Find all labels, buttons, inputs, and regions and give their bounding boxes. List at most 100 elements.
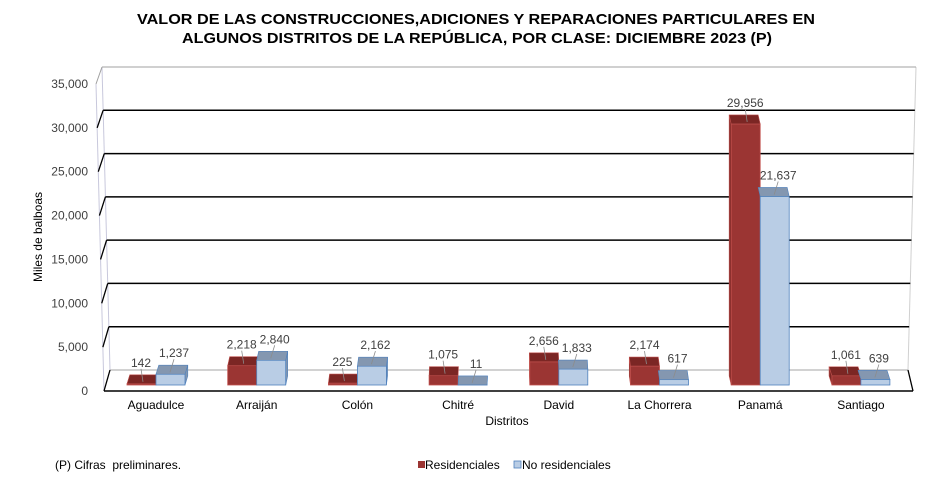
y-tick-label: 30,000 [51,121,88,135]
data-label-leader [270,345,276,359]
legend-item-residenciales: Residenciales [418,458,500,472]
bar-top-residenciales [529,352,560,363]
bar-group [227,350,289,386]
data-label-no-residenciales: 11 [470,357,483,371]
data-label-leader [342,367,345,382]
bar-no-residenciales [558,368,589,386]
data-label-leader [773,181,779,195]
data-label-no-residenciales: 1,237 [159,346,189,360]
gridline-side [95,66,103,85]
x-axis-title: Distritos [485,414,528,428]
gridline-side [102,326,110,348]
data-label-no-residenciales: 2,162 [360,338,390,352]
data-label-residenciales: 142 [131,356,151,370]
bar-group [728,114,790,386]
bar-top-no-residenciales [155,364,189,375]
y-axis-title: Miles de balboas [31,192,45,282]
bar-residenciales [831,375,862,386]
data-label-residenciales: 1,075 [428,348,458,362]
chart-title-line-2: ALGUNOS DISTRITOS DE LA REPÚBLICA, POR C… [182,29,772,47]
data-label-leader [140,368,144,382]
data-label-residenciales: 2,656 [529,334,559,348]
data-label-no-residenciales: 617 [667,352,687,366]
bar-top-no-residenciales [857,370,891,380]
gridline-side [97,153,105,172]
floor-right-edge [907,369,914,392]
x-tick-label: Arraiján [236,398,277,412]
data-label-residenciales: 2,218 [227,338,257,352]
data-label-leader [471,369,477,384]
legend: Residenciales No residenciales [418,458,611,472]
data-label-leader [543,346,547,360]
bar-group [628,356,689,386]
bar-top-residenciales [428,366,459,376]
data-label-no-residenciales: 1,833 [562,341,592,355]
footnote: (P) Cifras preliminares. [55,458,181,472]
bar-top-residenciales [628,356,660,367]
bar-residenciales [428,375,459,386]
data-label-residenciales: 225 [332,355,352,369]
bar-no-residenciales [155,373,186,386]
bar-no-residenciales [759,196,790,386]
data-label-residenciales: 29,956 [727,96,764,110]
bar-top-no-residenciales [757,187,790,197]
bar-no-residenciales [659,379,689,386]
gridline-side [99,239,108,260]
data-label-leader [442,360,446,374]
bar-top-no-residenciales [558,359,589,370]
data-label-no-residenciales: 639 [869,351,889,365]
data-label-leader [673,364,678,378]
bar-residenciales [630,365,660,386]
x-tick-label: Santiago [837,398,885,412]
y-axis-ticks: 0 5,000 10,000 15,000 20,000 25,000 30,000 35,0… [51,77,88,398]
y-tick-label: 35,000 [51,77,88,91]
bar-top-no-residenciales [657,370,689,380]
data-label-leader [874,364,880,378]
data-label-leader [572,353,578,368]
y-tick-label: 10,000 [51,296,88,310]
data-label-residenciales: 1,061 [831,348,861,362]
bar-no-residenciales [860,379,891,386]
x-tick-label: La Chorrera [627,398,691,412]
x-tick-label: Aguadulce [128,398,185,412]
floor-left-edge [103,369,111,392]
gridline-side [96,110,104,129]
y-tick-label: 20,000 [51,209,88,223]
data-label-no-residenciales: 2,840 [260,332,290,346]
back-wall-left-edge [101,66,111,371]
bar-residenciales [529,361,560,386]
legend-label-no-residenciales: No residenciales [522,458,611,472]
y-tick-label: 5,000 [58,340,88,354]
data-label-leader [241,350,245,364]
data-label-leader [169,359,175,373]
legend-swatch-residenciales [418,461,425,468]
legend-label-residenciales: Residenciales [425,458,500,472]
y-tick-label: 0 [81,384,88,398]
bars [126,114,891,386]
chart-title-line-1: VALOR DE LAS CONSTRUCCIONES,ADICIONES Y … [137,11,815,28]
bar-residenciales [730,123,761,386]
bar-group [529,352,589,386]
back-wall-right-edge [907,66,917,371]
gridline-side [98,196,107,216]
data-label-residenciales: 2,174 [629,338,659,352]
gridline-side [101,283,109,304]
x-tick-label: Panamá [738,398,783,412]
legend-swatch-no-residenciales [513,460,522,469]
bar-top-no-residenciales [256,350,289,361]
x-tick-label: David [543,398,574,412]
data-label-leader [845,360,849,374]
data-label-leader [371,351,376,365]
y-tick-label: 25,000 [51,165,88,179]
legend-item-no-residenciales: No residenciales [513,458,611,472]
y-axis-line [95,83,105,392]
bar-no-residenciales [256,359,287,386]
data-label-no-residenciales: 21,637 [760,168,797,182]
bar-residenciales [227,365,258,386]
y-tick-label: 15,000 [51,252,88,266]
bar-top-residenciales [728,114,761,125]
bar-no-residenciales [356,365,387,386]
bar-top-residenciales [828,366,862,377]
data-label-leader [744,108,748,123]
